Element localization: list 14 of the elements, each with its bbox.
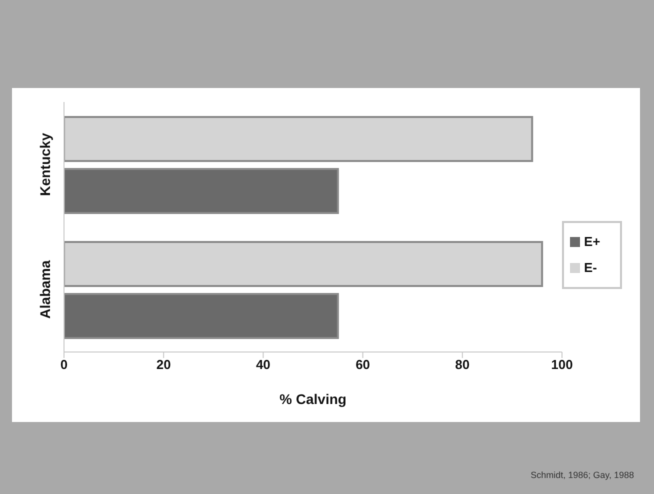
legend-label: E+ <box>584 234 600 249</box>
x-tick-label: 40 <box>256 357 270 372</box>
x-tick-label: 60 <box>356 357 370 372</box>
bar <box>64 293 339 339</box>
x-tick-label: 0 <box>60 357 68 372</box>
x-tick-label: 80 <box>455 357 470 372</box>
legend-label: E- <box>584 260 597 275</box>
x-tick-label: 20 <box>156 357 171 372</box>
y-tick-label: Kentucky <box>37 132 53 196</box>
y-tick-label: Alabama <box>37 260 53 319</box>
x-tick-label: 100 <box>551 357 573 372</box>
x-axis-title: % Calving <box>280 391 346 407</box>
bar <box>64 168 339 214</box>
text: Schmidt, 1986; Gay, 1988 <box>530 470 634 480</box>
